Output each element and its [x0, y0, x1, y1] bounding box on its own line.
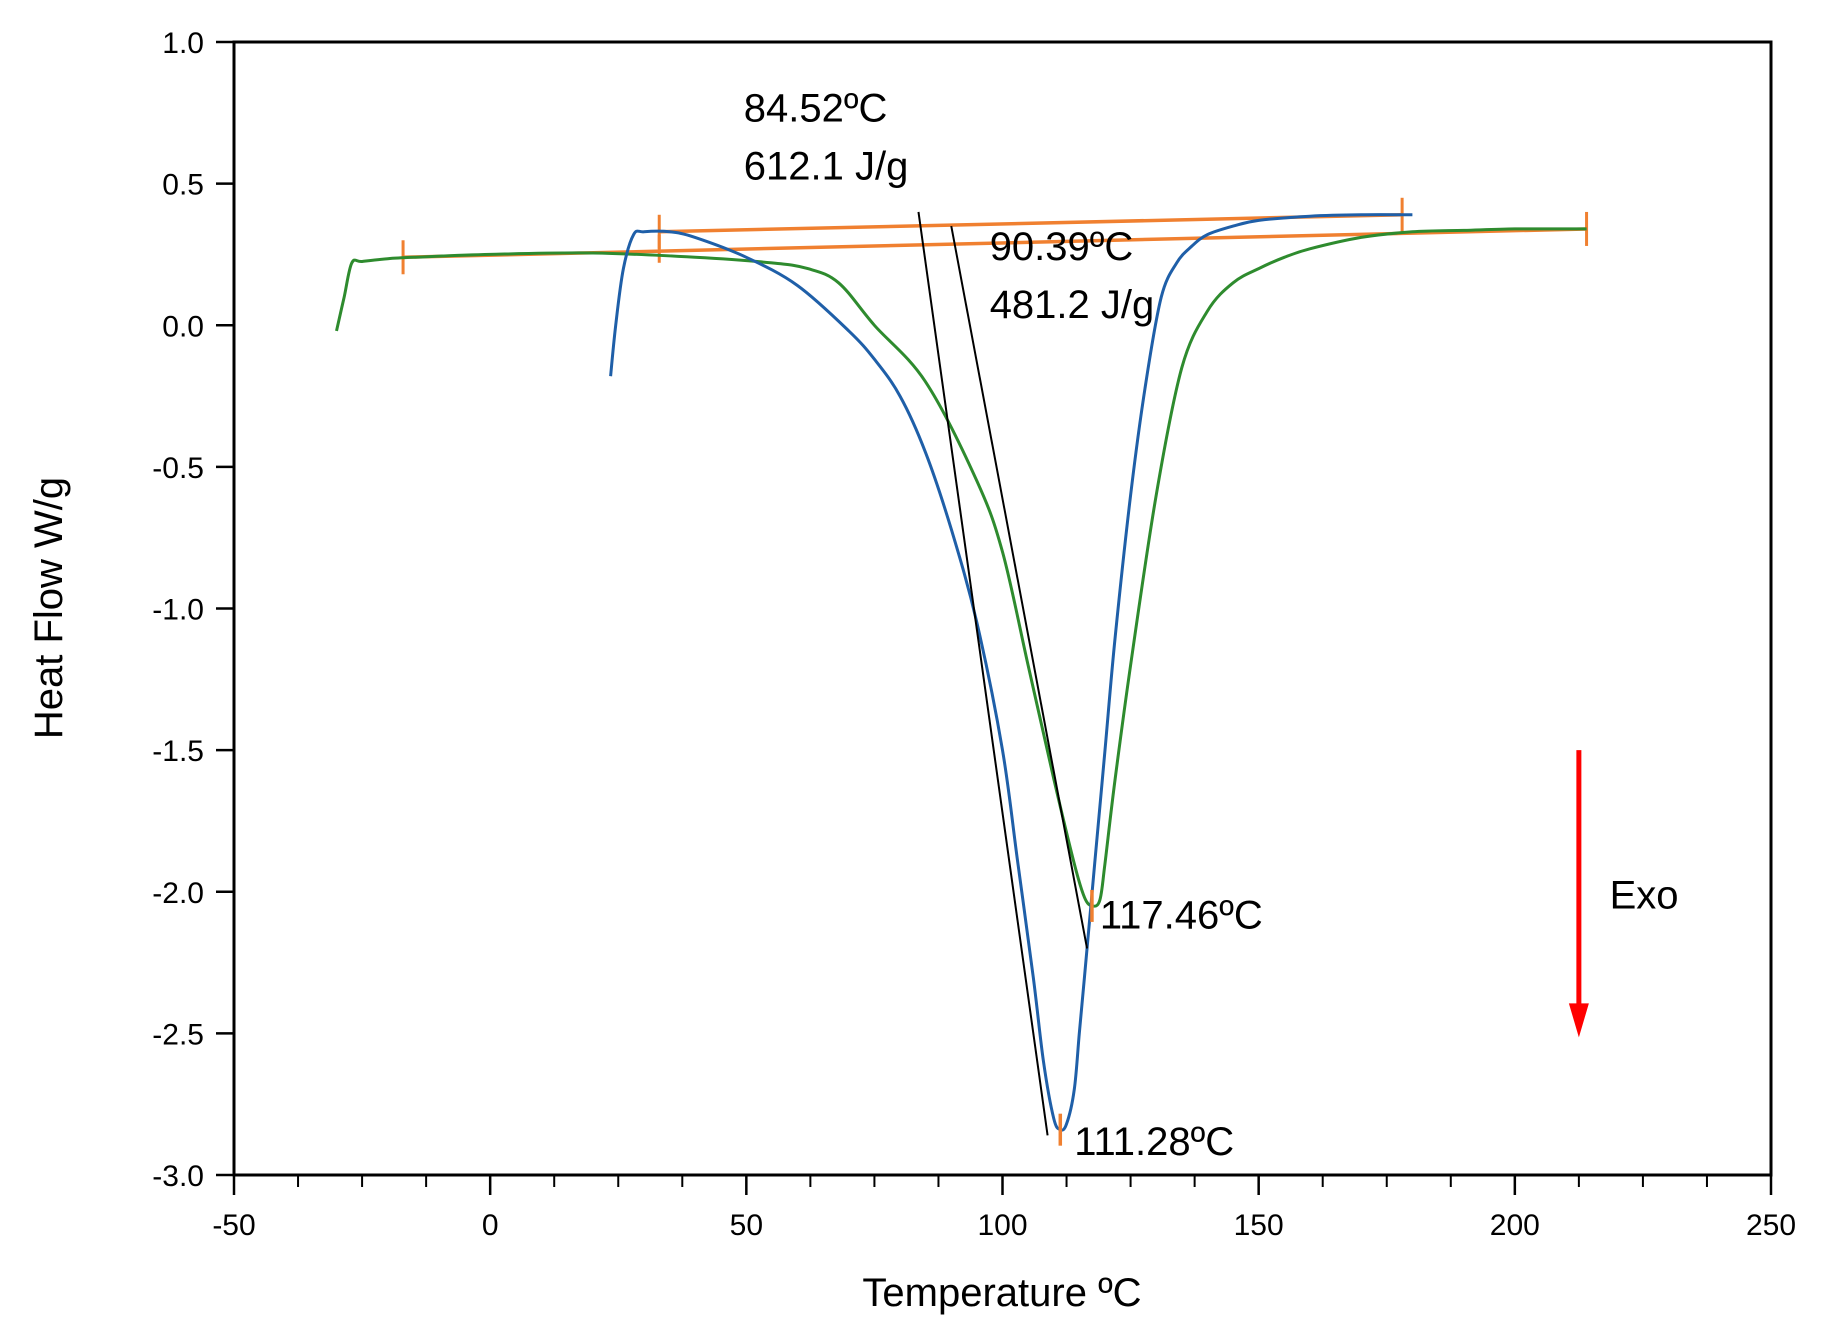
series-green-line: [335, 227, 1587, 908]
annotation-label: 612.1 J/g: [744, 144, 909, 188]
x-axis-title: Temperature ºC: [862, 1271, 1141, 1315]
y-tick-label: 0.0: [162, 310, 204, 343]
exo-arrow-head: [1568, 1003, 1589, 1038]
annotation-label: 90.39ºC: [990, 225, 1134, 269]
x-axis: -50 0 50 100 150 200 250: [212, 1175, 1796, 1242]
y-tick-label: 1.0: [162, 27, 204, 60]
y-tick-label: -2.5: [152, 1018, 204, 1051]
tangent-line: [917, 211, 1049, 1136]
y-tick-label: -1.0: [152, 594, 204, 627]
series-group: [335, 213, 1587, 1132]
x-tick-label: 50: [730, 1209, 763, 1242]
x-tick-label: 200: [1490, 1209, 1540, 1242]
annotation-label: 481.2 J/g: [990, 283, 1155, 327]
annotation-label: 84.52ºC: [744, 86, 888, 130]
plot-area-frame: [232, 40, 1773, 1177]
x-tick-label: -50: [212, 1209, 255, 1242]
annotation-label: 117.46ºC: [1100, 894, 1263, 938]
annotation-label: Exo: [1610, 874, 1679, 918]
exo-arrow: [1568, 750, 1589, 1038]
y-tick-label: 0.5: [162, 169, 204, 202]
tangent-lines: [917, 211, 1089, 1136]
x-tick-label: 250: [1746, 1209, 1796, 1242]
y-tick-label: -0.5: [152, 452, 204, 485]
peak-markers: [1058, 889, 1094, 1146]
y-axis-title: Heat Flow W/g: [27, 477, 71, 739]
y-tick-label: -3.0: [152, 1160, 204, 1193]
x-tick-label: 150: [1234, 1209, 1284, 1242]
x-tick-label: 100: [977, 1209, 1027, 1242]
y-tick-label: -1.5: [152, 735, 204, 768]
y-tick-label: -2.0: [152, 877, 204, 910]
annotation-label: 111.28ºC: [1074, 1120, 1234, 1164]
x-tick-label: 0: [482, 1209, 499, 1242]
y-axis: 1.0 0.5 0.0 -0.5 -1.0 -1.5 -2.0 -2.5 -3.0: [152, 27, 234, 1193]
tangent-line: [950, 225, 1089, 949]
series-blue-line: [609, 213, 1413, 1132]
annotations: 84.52ºC 612.1 J/g 90.39ºC 481.2 J/g 117.46ºC…: [744, 86, 1679, 1164]
